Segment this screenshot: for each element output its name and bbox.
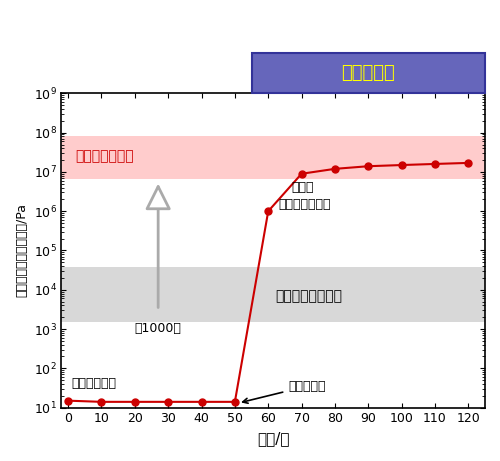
Bar — [62, 267, 485, 322]
Y-axis label: 储能模量（硬度指标）/Pa: 储能模量（硬度指标）/Pa — [15, 203, 28, 297]
Text: 以往混合物的硬度: 以往混合物的硬度 — [275, 289, 342, 303]
Text: 开始光固化: 开始光固化 — [242, 380, 326, 403]
X-axis label: 时间/秒: 时间/秒 — [257, 431, 290, 446]
Text: （液晶＋树脂）: （液晶＋树脂） — [278, 198, 330, 211]
Bar — [252, 53, 485, 94]
Text: 新混合物的硬度: 新混合物的硬度 — [75, 149, 134, 163]
Text: 光聚合性成分: 光聚合性成分 — [72, 378, 117, 390]
Bar — [62, 136, 485, 179]
Text: 照射可见光: 照射可见光 — [342, 64, 395, 82]
Text: 約1000倍: 約1000倍 — [134, 322, 182, 335]
Text: 混合物: 混合物 — [292, 181, 314, 194]
